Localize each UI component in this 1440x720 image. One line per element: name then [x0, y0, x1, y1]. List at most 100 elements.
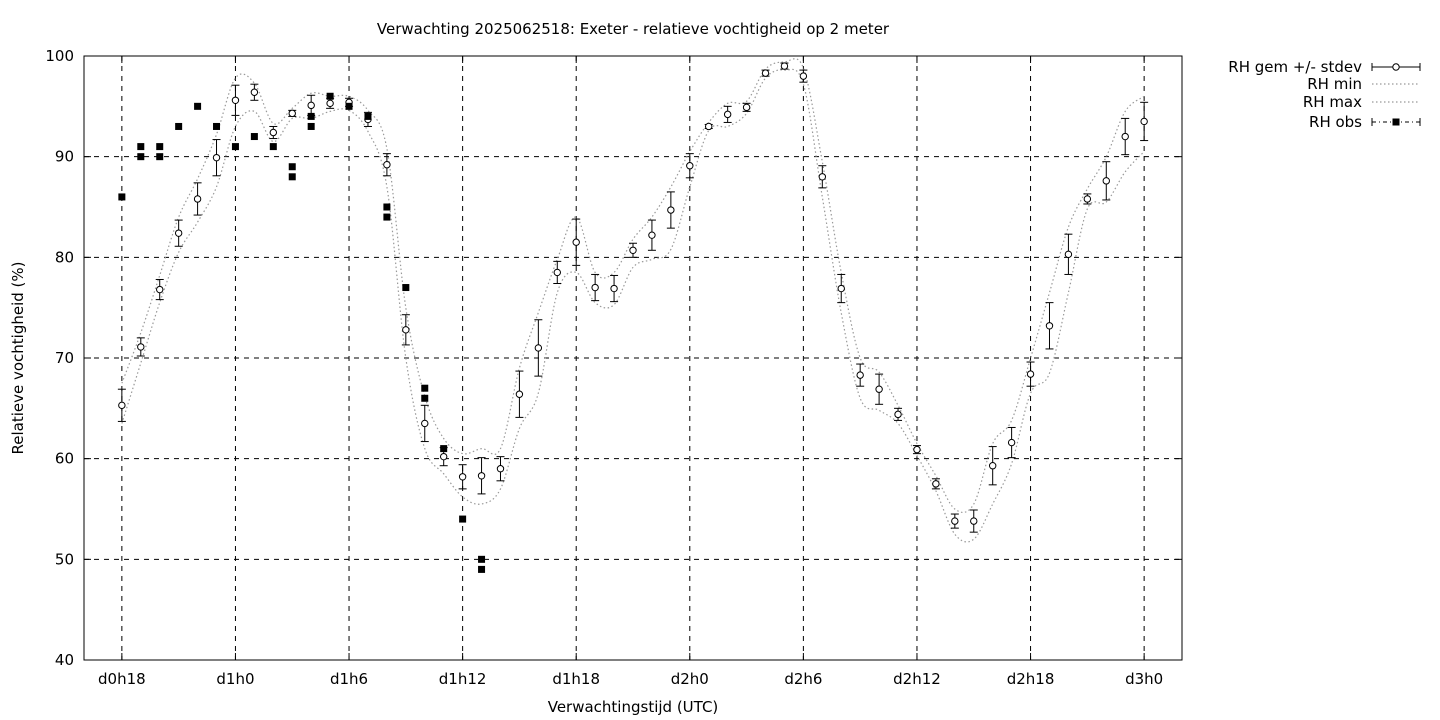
- legend-label: RH obs: [1309, 113, 1362, 131]
- legend-marker: [1392, 63, 1400, 71]
- errorbar-point: [931, 478, 940, 490]
- errorbar-point: [912, 445, 921, 455]
- mean-marker: [534, 344, 543, 352]
- legend-label: RH min: [1307, 75, 1362, 93]
- obs-marker: [213, 122, 221, 130]
- errorbar-point: [837, 273, 846, 304]
- obs-marker: [478, 565, 486, 573]
- errorbar-point: [818, 165, 827, 189]
- mean-marker: [193, 195, 202, 203]
- obs-marker: [478, 555, 486, 563]
- obs-marker: [421, 394, 429, 402]
- errorbar-point: [799, 69, 808, 83]
- mean-marker: [970, 517, 978, 525]
- mean-marker: [1064, 250, 1073, 259]
- obs-marker: [137, 153, 145, 161]
- mean-marker: [212, 153, 221, 162]
- mean-marker: [174, 229, 183, 237]
- errorbar-point: [477, 457, 486, 495]
- mean-marker: [951, 517, 959, 525]
- errorbar-point: [1045, 302, 1054, 350]
- errorbar-point: [742, 102, 751, 112]
- x-tick-label: d2h12: [893, 670, 941, 688]
- mean-marker: [118, 401, 126, 410]
- obs-marker: [250, 133, 258, 141]
- obs-marker: [326, 92, 334, 100]
- errorbar-point: [780, 62, 789, 70]
- mean-marker: [156, 285, 164, 294]
- mean-marker: [326, 99, 334, 108]
- errorbar-point: [591, 273, 600, 302]
- errorbar-point: [704, 122, 713, 131]
- minmax-lines: [121, 58, 1145, 543]
- x-tick-label: d2h18: [1007, 670, 1055, 688]
- mean-marker: [742, 103, 751, 112]
- x-tick-label: d1h12: [439, 670, 487, 688]
- errorbar-point: [458, 464, 467, 490]
- legend-symbol: [1371, 63, 1421, 71]
- errorbar-point: [1102, 161, 1111, 201]
- errorbar-point: [174, 219, 183, 247]
- errorbar-point: [250, 83, 259, 101]
- mean-marker: [988, 462, 997, 470]
- legend-label: RH gem +/- stdev: [1228, 58, 1362, 76]
- errorbar-point: [515, 370, 524, 418]
- axis-ticks: 40 50 60 70 80 90 100 d0h18 d1h0 d1h6 d1h12 d1h18 d2…: [45, 47, 1182, 688]
- errorbar-point: [969, 509, 978, 533]
- mean-marker: [705, 122, 713, 131]
- errorbar-point: [401, 314, 410, 346]
- mean-marker: [383, 161, 391, 169]
- x-tick-label: d1h0: [216, 670, 254, 688]
- errorbar-point: [269, 125, 278, 140]
- mean-marker: [1140, 117, 1148, 126]
- obs-marker: [421, 384, 429, 392]
- mean-marker: [780, 62, 789, 70]
- mean-marker: [723, 110, 732, 119]
- obs-marker: [307, 112, 315, 120]
- obs-marker: [231, 143, 239, 151]
- obs-marker: [156, 143, 164, 151]
- errorbar-point: [382, 153, 391, 177]
- errorbar-point: [212, 139, 221, 177]
- rh-min-line: [121, 68, 1145, 543]
- errorbar-point: [647, 219, 656, 251]
- legend-marker: [1392, 118, 1400, 126]
- errorbar-point: [1026, 361, 1035, 387]
- mean-marker: [250, 88, 259, 96]
- mean-marker: [1102, 177, 1110, 185]
- x-tick-label: d2h0: [671, 670, 709, 688]
- mean-marker: [913, 445, 921, 454]
- obs-marker: [118, 193, 126, 201]
- mean-marker: [629, 246, 637, 254]
- obs-marker: [137, 143, 145, 151]
- errorbar-point: [875, 373, 884, 405]
- chart-title: Verwachting 2025062518: Exeter - relatie…: [377, 20, 890, 38]
- errorbar-point: [420, 404, 429, 443]
- errorbar-point: [307, 94, 316, 116]
- errorbar-point: [761, 69, 770, 77]
- mean-marker: [458, 473, 467, 481]
- y-tick-label: 100: [45, 47, 74, 65]
- x-tick-label: d2h6: [784, 670, 822, 688]
- observations: [118, 92, 486, 573]
- mean-marker: [307, 101, 315, 110]
- errorbar-point: [326, 97, 335, 109]
- y-tick-label: 50: [55, 550, 74, 568]
- x-tick-label: d0h18: [98, 670, 146, 688]
- mean-marker: [231, 96, 240, 104]
- errorbar-point: [193, 182, 202, 216]
- obs-marker: [194, 102, 202, 110]
- rh-max-line: [121, 58, 1145, 513]
- mean-marker: [799, 72, 808, 80]
- obs-marker: [269, 143, 277, 151]
- mean-marker: [572, 238, 580, 246]
- errorbar-point: [1083, 193, 1092, 205]
- mean-marker: [591, 283, 599, 292]
- mean-marker: [875, 385, 883, 393]
- errorbar-point: [894, 407, 903, 421]
- mean-marker: [421, 419, 429, 428]
- mean-marker: [269, 128, 278, 137]
- mean-marker: [553, 268, 561, 277]
